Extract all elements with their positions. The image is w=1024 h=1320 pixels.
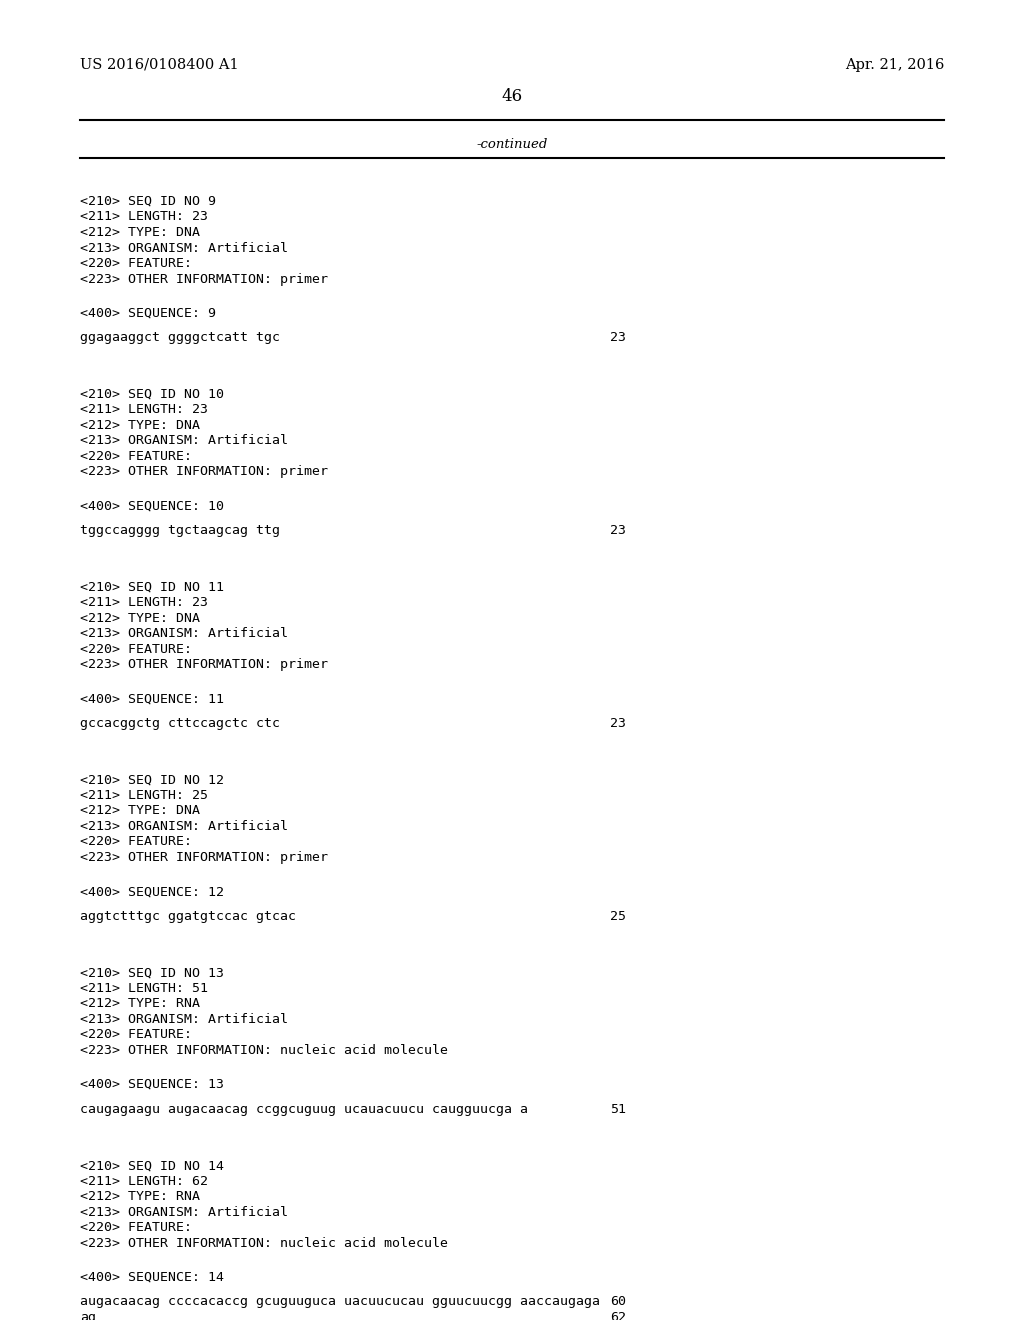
Text: <212> TYPE: DNA: <212> TYPE: DNA [80,804,200,817]
Text: <213> ORGANISM: Artificial: <213> ORGANISM: Artificial [80,820,288,833]
Text: <210> SEQ ID NO 11: <210> SEQ ID NO 11 [80,581,224,594]
Text: <210> SEQ ID NO 12: <210> SEQ ID NO 12 [80,774,224,787]
Text: <210> SEQ ID NO 14: <210> SEQ ID NO 14 [80,1159,224,1172]
Text: <210> SEQ ID NO 9: <210> SEQ ID NO 9 [80,195,216,209]
Text: <223> OTHER INFORMATION: primer: <223> OTHER INFORMATION: primer [80,851,328,865]
Text: 62: 62 [610,1311,626,1320]
Text: 46: 46 [502,88,522,106]
Text: -continued: -continued [476,139,548,150]
Text: 51: 51 [610,1102,626,1115]
Text: <220> FEATURE:: <220> FEATURE: [80,836,193,849]
Text: 23: 23 [610,717,626,730]
Text: <212> TYPE: RNA: <212> TYPE: RNA [80,1191,200,1203]
Text: <212> TYPE: DNA: <212> TYPE: DNA [80,611,200,624]
Text: <210> SEQ ID NO 13: <210> SEQ ID NO 13 [80,966,224,979]
Text: <223> OTHER INFORMATION: primer: <223> OTHER INFORMATION: primer [80,466,328,478]
Text: <211> LENGTH: 62: <211> LENGTH: 62 [80,1175,208,1188]
Text: <212> TYPE: RNA: <212> TYPE: RNA [80,998,200,1010]
Text: <220> FEATURE:: <220> FEATURE: [80,450,193,463]
Text: <400> SEQUENCE: 10: <400> SEQUENCE: 10 [80,499,224,512]
Text: aggtctttgc ggatgtccac gtcac: aggtctttgc ggatgtccac gtcac [80,909,296,923]
Text: gccacggctg cttccagctc ctc: gccacggctg cttccagctc ctc [80,717,280,730]
Text: ag: ag [80,1311,96,1320]
Text: Apr. 21, 2016: Apr. 21, 2016 [845,58,944,73]
Text: <220> FEATURE:: <220> FEATURE: [80,257,193,271]
Text: <220> FEATURE:: <220> FEATURE: [80,1221,193,1234]
Text: <212> TYPE: DNA: <212> TYPE: DNA [80,226,200,239]
Text: caugagaagu augacaacag ccggcuguug ucauacuucu caugguucga a: caugagaagu augacaacag ccggcuguug ucauacu… [80,1102,528,1115]
Text: <211> LENGTH: 23: <211> LENGTH: 23 [80,597,208,609]
Text: <400> SEQUENCE: 12: <400> SEQUENCE: 12 [80,884,224,898]
Text: 60: 60 [610,1295,626,1308]
Text: <213> ORGANISM: Artificial: <213> ORGANISM: Artificial [80,434,288,447]
Text: 23: 23 [610,331,626,345]
Text: tggccagggg tgctaagcag ttg: tggccagggg tgctaagcag ttg [80,524,280,537]
Text: <212> TYPE: DNA: <212> TYPE: DNA [80,418,200,432]
Text: <400> SEQUENCE: 11: <400> SEQUENCE: 11 [80,692,224,705]
Text: augacaacag ccccacaccg gcuguuguca uacuucucau gguucuucgg aaccaugaga: augacaacag ccccacaccg gcuguuguca uacuucu… [80,1295,600,1308]
Text: <211> LENGTH: 23: <211> LENGTH: 23 [80,404,208,416]
Text: <400> SEQUENCE: 9: <400> SEQUENCE: 9 [80,306,216,319]
Text: <213> ORGANISM: Artificial: <213> ORGANISM: Artificial [80,242,288,255]
Text: <210> SEQ ID NO 10: <210> SEQ ID NO 10 [80,388,224,401]
Text: <223> OTHER INFORMATION: nucleic acid molecule: <223> OTHER INFORMATION: nucleic acid mo… [80,1237,449,1250]
Text: <213> ORGANISM: Artificial: <213> ORGANISM: Artificial [80,627,288,640]
Text: <220> FEATURE:: <220> FEATURE: [80,1028,193,1041]
Text: 23: 23 [610,524,626,537]
Text: <400> SEQUENCE: 14: <400> SEQUENCE: 14 [80,1271,224,1283]
Text: <211> LENGTH: 51: <211> LENGTH: 51 [80,982,208,995]
Text: ggagaaggct ggggctcatt tgc: ggagaaggct ggggctcatt tgc [80,331,280,345]
Text: <211> LENGTH: 23: <211> LENGTH: 23 [80,210,208,223]
Text: <211> LENGTH: 25: <211> LENGTH: 25 [80,789,208,803]
Text: <223> OTHER INFORMATION: primer: <223> OTHER INFORMATION: primer [80,659,328,671]
Text: <400> SEQUENCE: 13: <400> SEQUENCE: 13 [80,1078,224,1090]
Text: US 2016/0108400 A1: US 2016/0108400 A1 [80,58,239,73]
Text: 25: 25 [610,909,626,923]
Text: <213> ORGANISM: Artificial: <213> ORGANISM: Artificial [80,1012,288,1026]
Text: <223> OTHER INFORMATION: primer: <223> OTHER INFORMATION: primer [80,272,328,285]
Text: <223> OTHER INFORMATION: nucleic acid molecule: <223> OTHER INFORMATION: nucleic acid mo… [80,1044,449,1057]
Text: <213> ORGANISM: Artificial: <213> ORGANISM: Artificial [80,1205,288,1218]
Text: <220> FEATURE:: <220> FEATURE: [80,643,193,656]
